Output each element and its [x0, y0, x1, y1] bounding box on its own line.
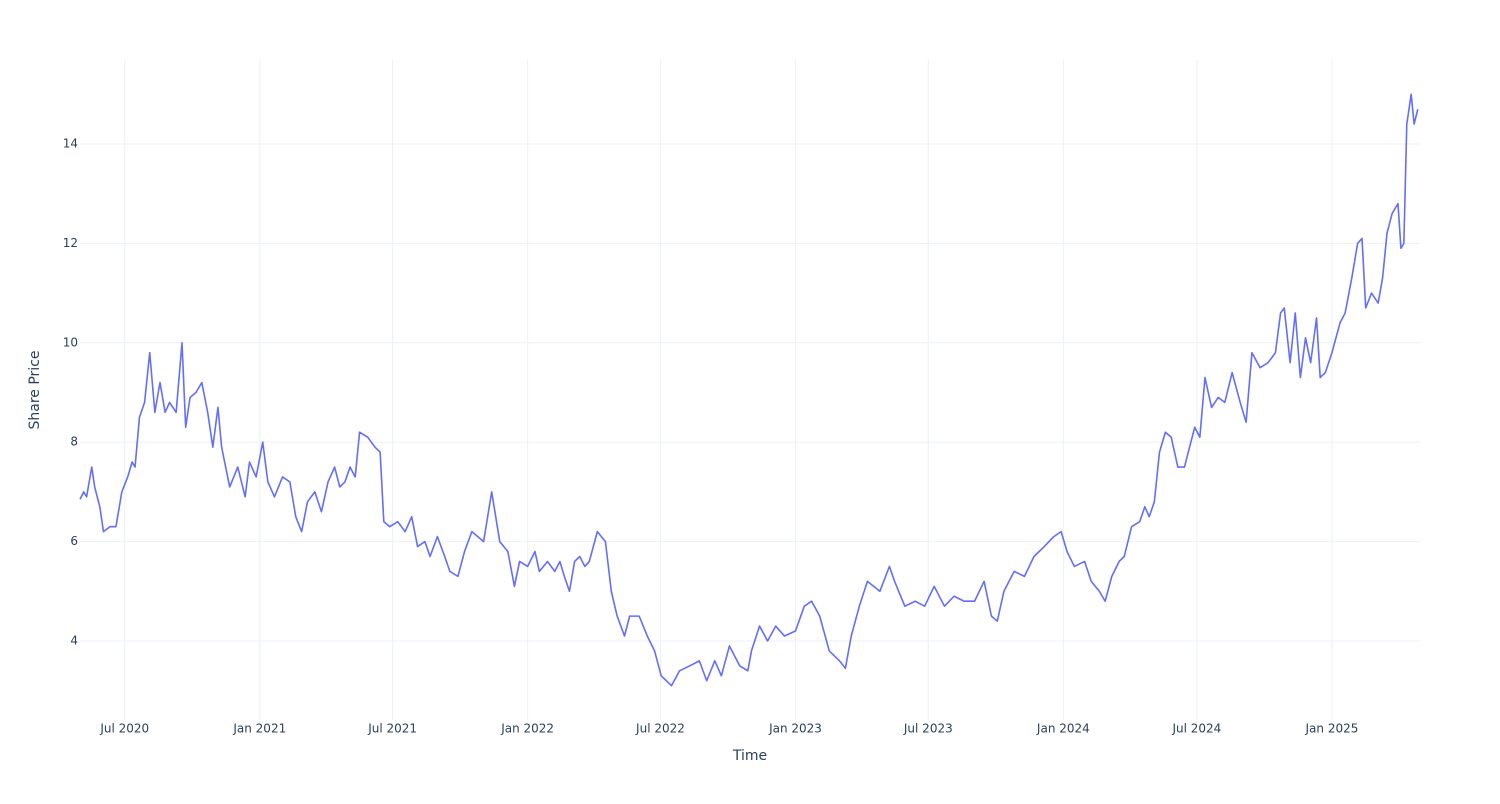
y-tick-label: 10	[63, 335, 78, 349]
x-tick-label: Jul 2024	[1171, 722, 1221, 736]
y-axis-title: Share Price	[27, 350, 43, 429]
x-tick-label: Jul 2022	[635, 722, 685, 736]
x-tick-label: Jul 2023	[903, 722, 953, 736]
plot-area	[79, 93, 1419, 687]
y-tick-label: 6	[70, 534, 78, 548]
x-axis-title: Time	[732, 748, 767, 764]
x-tick-label: Jul 2020	[99, 722, 149, 736]
price-line	[79, 93, 1419, 687]
x-tick-label: Jan 2021	[232, 722, 286, 736]
x-tick-label: Jul 2021	[367, 722, 417, 736]
x-tick-label: Jan 2023	[768, 722, 822, 736]
x-tick-label: Jan 2022	[500, 722, 554, 736]
x-tick-label: Jan 2025	[1305, 722, 1359, 736]
y-tick-label: 4	[70, 633, 78, 647]
y-tick-label: 14	[63, 136, 78, 150]
x-tick-label: Jan 2024	[1036, 722, 1090, 736]
y-tick-label: 12	[63, 236, 78, 250]
y-tick-label: 8	[70, 435, 78, 449]
grid	[80, 60, 1420, 720]
